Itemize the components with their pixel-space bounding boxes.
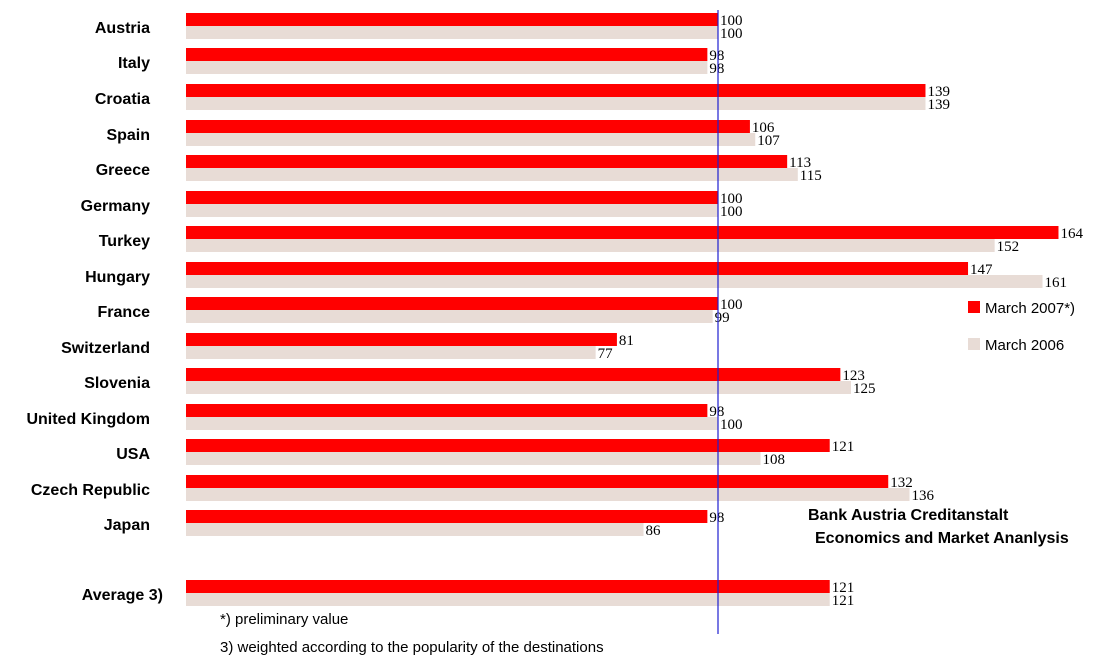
category-label-average-3: Average 3)	[82, 587, 163, 604]
value-label-czech-republic-series-2: 136	[912, 488, 935, 504]
value-label-greece-series-2: 115	[800, 168, 822, 184]
value-label-average-3-series-2: 121	[832, 593, 855, 609]
bar-italy-series-1	[186, 48, 708, 61]
value-label-hungary-series-2: 161	[1045, 275, 1068, 291]
bar-czech-republic-series-1	[186, 475, 889, 488]
value-label-usa-series-1: 121	[832, 439, 855, 455]
value-label-france-series-2: 99	[715, 310, 730, 326]
bar-slovenia-series-1	[186, 368, 841, 381]
footnotes: *) preliminary value 3) weighted accordi…	[220, 611, 604, 656]
category-label-greece: Greece	[96, 162, 150, 179]
bar-croatia-series-1	[186, 84, 926, 97]
bar-united-kingdom-series-1	[186, 404, 708, 417]
bar-turkey-series-1	[186, 226, 1059, 239]
category-label-turkey: Turkey	[99, 233, 150, 250]
category-label-france: France	[98, 304, 151, 321]
value-label-hungary-series-1: 147	[970, 262, 993, 278]
bar-turkey-series-2	[186, 239, 995, 252]
category-label-austria: Austria	[95, 20, 150, 37]
category-label-hungary: Hungary	[85, 269, 150, 286]
legend-swatch-march-2006	[968, 338, 980, 350]
category-label-slovenia: Slovenia	[84, 375, 150, 392]
bar-greece-series-1	[186, 155, 788, 168]
bar-usa-series-1	[186, 439, 830, 452]
value-label-united-kingdom-series-1: 98	[709, 404, 724, 420]
source-line-2: Economics and Market Ananlysis	[815, 530, 1069, 547]
bar-slovenia-series-2	[186, 381, 851, 394]
legend: March 2007*) March 2006	[968, 300, 1075, 354]
value-label-usa-series-2: 108	[763, 452, 786, 468]
bar-spain-series-1	[186, 120, 750, 133]
value-label-japan-series-2: 86	[646, 523, 662, 539]
value-label-spain-series-1: 106	[752, 120, 775, 136]
value-label-slovenia-series-1: 123	[842, 368, 865, 384]
bar-france-series-1	[186, 297, 718, 310]
value-label-slovenia-series-2: 125	[853, 381, 876, 397]
bar-greece-series-2	[186, 168, 798, 181]
bar-average-3-series-1	[186, 580, 830, 593]
bar-italy-series-2	[186, 61, 708, 74]
source-note: Bank Austria Creditanstalt Economics and…	[808, 507, 1069, 547]
value-label-france-series-1: 100	[720, 297, 743, 313]
bar-germany-series-2	[186, 204, 718, 217]
category-label-usa: USA	[116, 446, 150, 463]
value-label-turkey-series-2: 152	[997, 239, 1020, 255]
category-label-japan: Japan	[104, 517, 150, 534]
category-label-croatia: Croatia	[95, 91, 150, 108]
footnote-preliminary: *) preliminary value	[220, 611, 348, 628]
category-label-czech-republic: Czech Republic	[31, 482, 150, 499]
bar-austria-series-1	[186, 13, 718, 26]
bar-france-series-2	[186, 310, 713, 323]
value-label-austria-series-1: 100	[720, 13, 743, 29]
value-label-turkey-series-1: 164	[1060, 226, 1083, 242]
bar-usa-series-2	[186, 452, 761, 465]
value-label-greece-series-1: 113	[789, 155, 811, 171]
value-label-croatia-series-1: 139	[927, 84, 950, 100]
bar-switzerland-series-2	[186, 346, 596, 359]
legend-label-march-2007: March 2007*)	[985, 300, 1075, 317]
source-line-1: Bank Austria Creditanstalt	[808, 507, 1009, 524]
value-label-italy-series-1: 98	[709, 48, 724, 64]
footnote-weighted: 3) weighted according to the popularity …	[220, 639, 604, 656]
value-label-japan-series-1: 98	[709, 510, 724, 526]
bar-japan-series-2	[186, 523, 644, 536]
category-label-germany: Germany	[81, 198, 150, 215]
value-label-switzerland-series-1: 81	[619, 333, 634, 349]
bar-hungary-series-1	[186, 262, 969, 275]
value-label-italy-series-2: 98	[709, 61, 724, 77]
bar-switzerland-series-1	[186, 333, 617, 346]
bar-japan-series-1	[186, 510, 708, 523]
value-label-average-3-series-1: 121	[832, 580, 855, 596]
category-label-italy: Italy	[118, 55, 150, 72]
value-label-spain-series-2: 107	[757, 133, 780, 149]
legend-label-march-2006: March 2006	[985, 337, 1064, 354]
bar-spain-series-2	[186, 133, 756, 146]
bar-croatia-series-2	[186, 97, 926, 110]
value-label-germany-series-2: 100	[720, 204, 743, 220]
bar-germany-series-1	[186, 191, 718, 204]
category-label-united-kingdom: United Kingdom	[26, 411, 150, 428]
category-label-switzerland: Switzerland	[61, 340, 150, 357]
value-label-united-kingdom-series-2: 100	[720, 417, 743, 433]
value-label-croatia-series-2: 139	[927, 97, 950, 113]
legend-swatch-march-2007	[968, 301, 980, 313]
bar-united-kingdom-series-2	[186, 417, 718, 430]
bar-czech-republic-series-2	[186, 488, 910, 501]
bar-hungary-series-2	[186, 275, 1043, 288]
value-label-switzerland-series-2: 77	[598, 346, 614, 362]
value-label-czech-republic-series-1: 132	[890, 475, 913, 491]
bar-austria-series-2	[186, 26, 718, 39]
value-label-austria-series-2: 100	[720, 26, 743, 42]
category-label-spain: Spain	[106, 127, 150, 144]
value-label-germany-series-1: 100	[720, 191, 743, 207]
bars-group	[186, 13, 1059, 606]
bar-average-3-series-2	[186, 593, 830, 606]
